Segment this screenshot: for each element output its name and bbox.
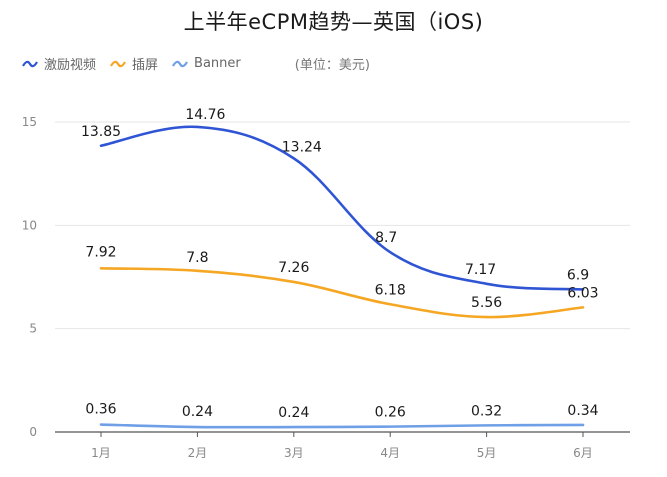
data-label: 7.17 <box>465 262 496 278</box>
legend-item-rewarded-video[interactable]: 激励视频 <box>22 54 96 73</box>
series-banner-line[interactable] <box>99 423 585 429</box>
x-tick-label: 1月 <box>91 446 111 460</box>
data-label: 13.85 <box>81 124 121 140</box>
series-rewarded-video-line[interactable] <box>99 125 585 291</box>
data-label: 8.7 <box>375 230 397 246</box>
data-label: 6.18 <box>375 282 406 298</box>
data-label: 7.8 <box>186 250 208 266</box>
data-label: 7.26 <box>278 260 309 276</box>
data-label: 0.24 <box>182 404 213 420</box>
data-label: 6.9 <box>567 267 589 283</box>
data-label: 5.56 <box>471 295 502 311</box>
data-label: 0.34 <box>567 403 598 419</box>
y-tick-label: 5 <box>29 322 37 336</box>
legend-label: Banner <box>194 56 241 71</box>
x-tick-label: 3月 <box>284 446 304 460</box>
x-tick-label: 6月 <box>573 446 593 460</box>
legend-swatch-icon <box>172 60 188 67</box>
data-label: 0.36 <box>85 402 116 418</box>
y-tick-label: 0 <box>29 425 37 439</box>
chart-title: 上半年eCPM趋势—英国（iOS) <box>183 10 484 34</box>
x-tick-label: 4月 <box>380 446 400 460</box>
data-label: 0.24 <box>278 405 309 421</box>
legend-swatch-icon <box>22 60 38 67</box>
legend-label: 插屏 <box>132 58 159 73</box>
data-label: 7.92 <box>85 244 116 260</box>
legend-label: 激励视频 <box>44 58 97 73</box>
data-label: 13.24 <box>282 139 322 155</box>
legend-item-interstitial[interactable]: 插屏 <box>110 54 158 73</box>
series-interstitial-line[interactable] <box>99 267 585 319</box>
chart-legend: 激励视频 插屏 Banner (单位：美元) <box>22 54 370 73</box>
data-label: 14.76 <box>185 107 225 123</box>
y-tick-label: 15 <box>22 115 37 129</box>
legend-item-banner[interactable]: Banner <box>172 56 241 71</box>
legend-swatch-icon <box>110 60 126 67</box>
x-tick-label: 2月 <box>188 446 208 460</box>
data-label: 6.03 <box>567 285 598 301</box>
y-tick-label: 10 <box>22 218 37 232</box>
data-label: 0.32 <box>471 403 502 419</box>
x-tick-label: 5月 <box>477 446 497 460</box>
unit-note: (单位：美元) <box>294 58 370 73</box>
data-label: 0.26 <box>375 405 406 421</box>
